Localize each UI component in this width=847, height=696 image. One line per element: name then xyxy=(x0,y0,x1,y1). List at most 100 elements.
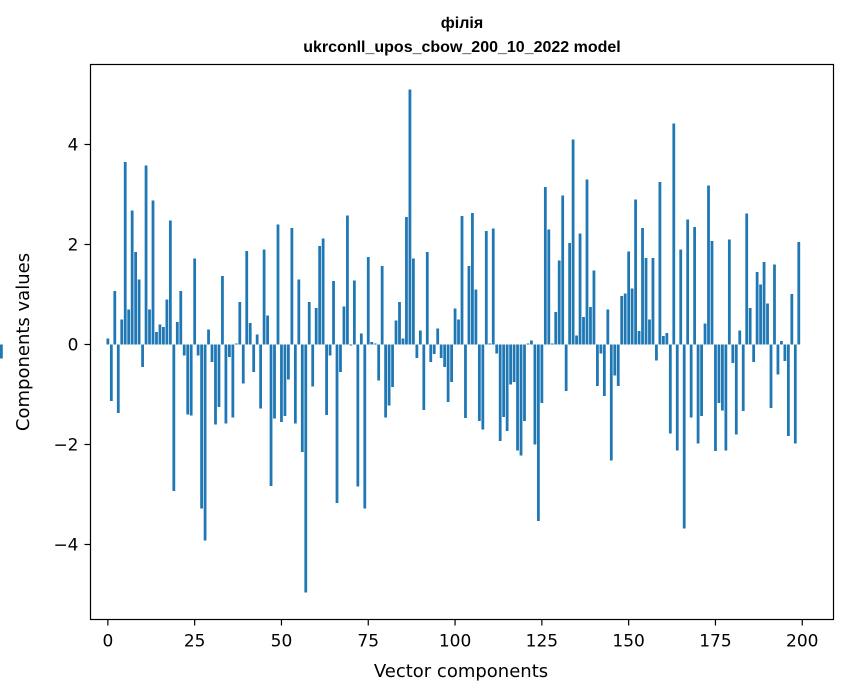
x-tick-label: 0 xyxy=(102,632,113,652)
bar xyxy=(130,210,134,345)
bar xyxy=(477,344,481,421)
bar xyxy=(307,302,311,345)
bar xyxy=(352,280,356,345)
bar xyxy=(599,344,603,354)
bar xyxy=(589,307,592,345)
bar xyxy=(554,312,558,345)
bar xyxy=(134,252,138,345)
bar xyxy=(516,344,519,451)
bar xyxy=(290,228,294,345)
bar xyxy=(186,344,190,415)
bar xyxy=(502,344,506,417)
x-tick-label: 125 xyxy=(526,632,558,652)
bar xyxy=(224,344,228,424)
bar xyxy=(287,344,290,380)
bar xyxy=(359,333,363,345)
bar xyxy=(366,257,370,345)
x-tick-label: 150 xyxy=(612,632,644,652)
bar xyxy=(568,243,572,345)
bar xyxy=(269,344,273,486)
bar xyxy=(526,343,530,345)
bar xyxy=(408,89,412,345)
bar xyxy=(745,213,749,345)
bar xyxy=(665,333,669,345)
bar xyxy=(540,344,544,403)
bar xyxy=(370,342,374,345)
bar xyxy=(321,238,325,345)
bar xyxy=(304,344,308,593)
bar xyxy=(780,341,783,345)
bar xyxy=(682,344,686,529)
bar xyxy=(609,344,613,461)
x-tick-label: 100 xyxy=(439,632,471,652)
bar xyxy=(627,251,631,345)
bar xyxy=(536,344,540,521)
bar xyxy=(533,344,537,445)
bar xyxy=(259,344,263,409)
bar xyxy=(467,266,471,345)
bar xyxy=(471,213,474,345)
bar xyxy=(596,344,599,386)
bar xyxy=(231,344,235,418)
bar xyxy=(752,344,756,362)
x-tick-label: 50 xyxy=(271,632,293,652)
bar xyxy=(543,187,547,345)
bar xyxy=(380,266,384,345)
bar xyxy=(634,199,637,345)
bar xyxy=(738,330,742,345)
bar xyxy=(460,216,464,345)
bar xyxy=(651,258,655,345)
bar xyxy=(464,344,467,418)
bar xyxy=(165,299,169,345)
bar xyxy=(346,215,349,345)
bar xyxy=(422,344,426,410)
bar xyxy=(300,344,304,452)
bar xyxy=(227,344,231,357)
y-tick-label: 2 xyxy=(68,236,79,256)
bar xyxy=(755,272,759,345)
bar xyxy=(616,344,620,386)
bar xyxy=(377,344,381,381)
bar xyxy=(123,162,127,345)
bar xyxy=(623,293,627,345)
bar xyxy=(658,182,662,345)
bar xyxy=(162,327,165,345)
bar xyxy=(238,302,242,345)
bar xyxy=(335,344,339,503)
bar xyxy=(248,323,252,345)
bar xyxy=(252,344,256,372)
bar xyxy=(592,270,596,345)
bar xyxy=(109,344,113,401)
bar xyxy=(172,344,176,491)
bar xyxy=(363,344,367,509)
bar xyxy=(693,227,697,345)
bar xyxy=(415,344,419,358)
bar xyxy=(613,344,617,376)
bar xyxy=(297,279,301,345)
bar xyxy=(557,260,561,345)
bar xyxy=(575,335,578,345)
bar xyxy=(578,233,582,345)
bar xyxy=(196,344,200,356)
bar xyxy=(491,228,495,345)
bar xyxy=(484,231,488,345)
bar xyxy=(280,344,283,422)
bar xyxy=(679,249,683,345)
bar xyxy=(391,344,394,387)
bar xyxy=(436,328,440,345)
bar xyxy=(488,343,492,345)
chart-subtitle: ukrconll_upos_cbow_200_10_2022 model xyxy=(303,39,620,56)
bar xyxy=(523,344,526,421)
bar xyxy=(120,319,124,345)
bar xyxy=(168,220,172,345)
bar xyxy=(283,344,287,416)
bar xyxy=(0,344,3,359)
bar xyxy=(318,246,322,345)
bar xyxy=(314,308,318,345)
bar xyxy=(127,309,131,345)
bar xyxy=(655,344,658,361)
bar xyxy=(332,281,335,345)
bar xyxy=(661,336,665,345)
y-tick-label: 4 xyxy=(68,136,79,156)
